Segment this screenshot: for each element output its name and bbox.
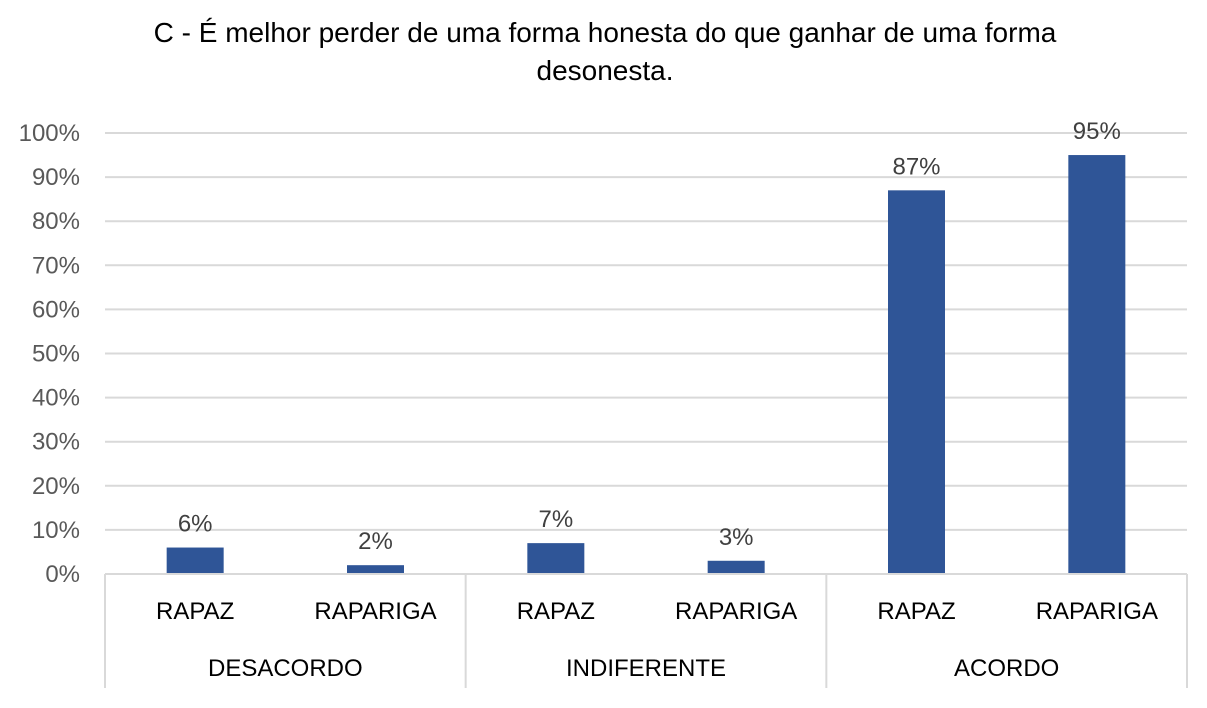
y-axis: 0% 10% 20% 30% 40% 50% 60% 70% 80% 90% 100% — [19, 120, 80, 588]
gridlines — [105, 132, 1187, 531]
y-tick-label: 80% — [32, 208, 80, 235]
data-label: 2% — [358, 528, 393, 555]
group-label: INDIFERENTE — [566, 655, 726, 682]
y-tick-label: 90% — [32, 164, 80, 191]
group-label: DESACORDO — [208, 655, 363, 682]
category-label: RAPAZ — [517, 598, 595, 625]
y-tick-label: 20% — [32, 473, 80, 500]
data-label: 6% — [178, 511, 213, 538]
data-label: 87% — [892, 153, 940, 180]
group-label: ACORDO — [954, 655, 1059, 682]
y-tick-label: 30% — [32, 429, 80, 456]
bar — [166, 547, 224, 574]
x-axis: RAPAZ RAPARIGA RAPAZ RAPARIGA RAPAZ RAPARIGA D… — [104, 573, 1188, 688]
y-tick-label: 70% — [32, 252, 80, 279]
category-label: RAPARIGA — [314, 598, 436, 625]
y-tick-label: 100% — [19, 120, 80, 147]
bar — [527, 543, 585, 574]
y-tick-label: 10% — [32, 517, 80, 544]
y-tick-label: 0% — [45, 561, 80, 588]
y-tick-label: 60% — [32, 296, 80, 323]
bars — [166, 155, 1126, 575]
category-label: RAPARIGA — [675, 598, 797, 625]
y-tick-label: 40% — [32, 385, 80, 412]
y-tick-label: 50% — [32, 341, 80, 368]
bar — [888, 190, 945, 574]
bar — [347, 565, 404, 574]
data-label: 3% — [719, 524, 754, 551]
bar — [707, 560, 765, 574]
category-label: RAPARIGA — [1036, 598, 1158, 625]
data-labels: 6% 2% 7% 3% 87% 95% — [178, 118, 1121, 555]
chart-title: C - É melhor perder de uma forma honesta… — [153, 17, 1057, 86]
category-label: RAPAZ — [877, 598, 955, 625]
data-label: 95% — [1073, 118, 1121, 145]
data-label: 7% — [538, 506, 573, 533]
bar — [1068, 155, 1126, 575]
category-label: RAPAZ — [156, 598, 234, 625]
